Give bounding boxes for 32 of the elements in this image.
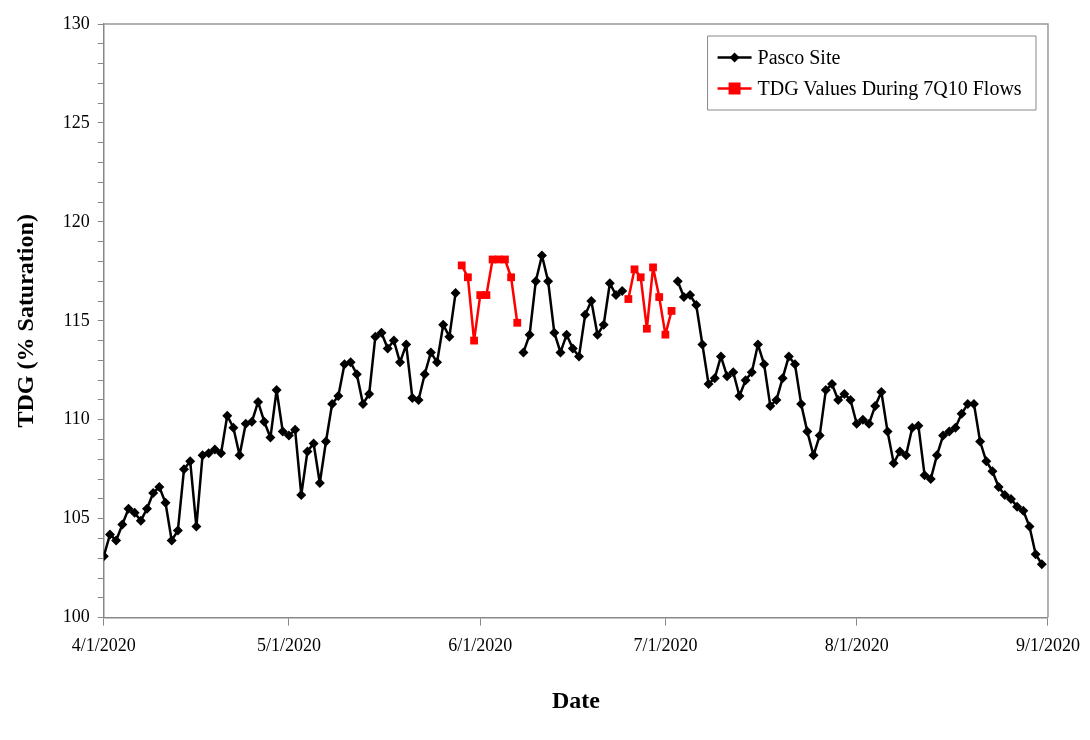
y-tick-label: 100 [62,606,90,627]
x-axis-title: Date [551,686,601,713]
point [464,273,472,282]
x-tick-label: 7/1/2020 [633,635,698,656]
point [649,263,657,272]
point [655,293,664,301]
point [501,255,509,264]
point [667,307,676,315]
y-tick-label: 125 [62,111,90,132]
point [507,273,515,282]
x-tick-label: 9/1/2020 [1015,635,1081,656]
y-tick-label: 130 [62,12,90,33]
point [642,324,651,333]
x-tick-label: 6/1/2020 [448,635,513,656]
point [630,265,639,274]
x-tick-label: 5/1/2020 [256,635,321,656]
legend-label: Pasco Site [757,45,841,68]
y-tick-label: 115 [63,309,90,330]
legend-label: TDG Values During 7Q10 Flows [757,76,1022,100]
point [482,291,491,299]
point [636,273,645,282]
point [470,336,478,345]
y-axis-title: TDG (% Saturation) [11,214,38,428]
x-tick-label: 4/1/2020 [71,635,136,656]
point [661,330,670,339]
point [513,318,522,327]
point [624,295,633,303]
y-tick-label: 120 [62,210,90,231]
point [457,261,466,270]
y-tick-label: 105 [62,507,90,528]
x-tick-label: 8/1/2020 [824,635,889,656]
y-tick-label: 110 [63,408,90,429]
